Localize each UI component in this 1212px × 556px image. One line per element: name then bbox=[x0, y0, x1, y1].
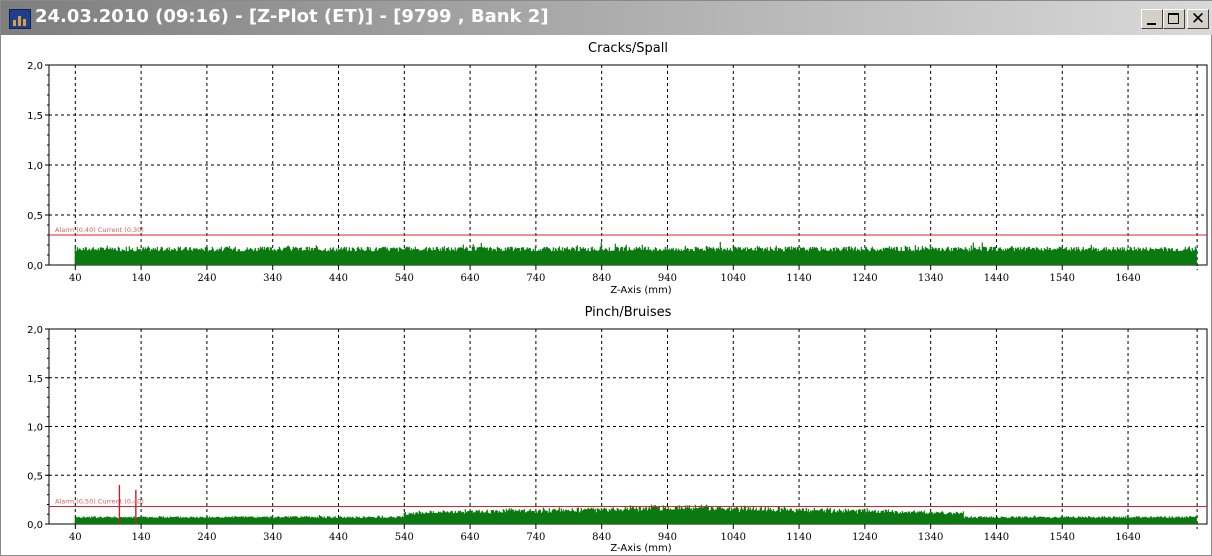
x-tick-label: 840 bbox=[592, 532, 611, 543]
data-series bbox=[74, 242, 1197, 265]
x-tick-label: 340 bbox=[263, 273, 282, 284]
chart-2: Pinch/Bruises 0,0 0,5 1,0 1,5 2,0 40 140 240 340 4… bbox=[27, 305, 1208, 554]
x-tick-label: 1240 bbox=[852, 273, 877, 284]
window-title: 24.03.2010 (09:16) - [Z-Plot (ET)] - [97… bbox=[35, 6, 549, 27]
y-tick-label: 0,0 bbox=[27, 520, 43, 531]
chart-title: Pinch/Bruises bbox=[585, 305, 672, 320]
x-tick-label: 640 bbox=[461, 273, 480, 284]
x-tick-label: 1640 bbox=[1115, 532, 1140, 543]
x-tick-label: 140 bbox=[132, 532, 151, 543]
maximize-icon bbox=[1168, 13, 1179, 24]
x-tick-label: 1040 bbox=[721, 532, 746, 543]
chart-title: Cracks/Spall bbox=[588, 41, 668, 56]
x-tick-label: 1040 bbox=[721, 273, 746, 284]
y-tick-label: 2,0 bbox=[27, 325, 43, 336]
minimize-icon bbox=[1147, 23, 1156, 25]
x-axis-label: Z-Axis (mm) bbox=[610, 543, 671, 554]
x-tick-label: 940 bbox=[658, 532, 677, 543]
x-tick-label: 340 bbox=[263, 532, 282, 543]
x-tick-label: 540 bbox=[395, 273, 414, 284]
close-icon: ✕ bbox=[1190, 9, 1206, 29]
maximize-button[interactable] bbox=[1163, 9, 1185, 29]
x-tick-label: 440 bbox=[329, 273, 348, 284]
y-tick-label: 1,0 bbox=[27, 423, 43, 434]
chart-app-icon[interactable] bbox=[9, 9, 31, 29]
x-tick-label: 1640 bbox=[1115, 273, 1140, 284]
plots-area: Cracks/Spall 0,0 0,5 1,0 1,5 2,0 40 140 240 340 44… bbox=[27, 41, 1208, 554]
x-tick-label: 740 bbox=[526, 532, 545, 543]
y-tick-label: 2,0 bbox=[27, 61, 43, 72]
y-tick-label: 0,5 bbox=[27, 211, 43, 222]
y-tick-label: 0,5 bbox=[27, 471, 43, 482]
data-series bbox=[74, 504, 1197, 524]
title-bar[interactable]: 24.03.2010 (09:16) - [Z-Plot (ET)] - [97… bbox=[1, 1, 1212, 35]
x-tick-label: 40 bbox=[69, 273, 82, 284]
x-tick-label: 240 bbox=[197, 532, 216, 543]
y-tick-label: 1,5 bbox=[27, 111, 43, 122]
chart-1: Cracks/Spall 0,0 0,5 1,0 1,5 2,0 40 140 240 340 44… bbox=[27, 41, 1208, 296]
x-tick-label: 540 bbox=[395, 532, 414, 543]
x-tick-label: 1540 bbox=[1050, 273, 1075, 284]
x-tick-label: 1440 bbox=[984, 273, 1009, 284]
alarm-label: Alarm (0,40) Current (0,30) bbox=[55, 226, 144, 234]
x-tick-label: 840 bbox=[592, 273, 611, 284]
x-tick-label: 1540 bbox=[1050, 532, 1075, 543]
x-tick-label: 1440 bbox=[984, 532, 1009, 543]
x-tick-label: 740 bbox=[526, 273, 545, 284]
x-tick-label: 240 bbox=[197, 273, 216, 284]
alarm-label: Alarm (0,50) Current (0,40) bbox=[55, 497, 144, 505]
minimize-button[interactable] bbox=[1141, 9, 1163, 29]
x-tick-label: 40 bbox=[69, 532, 82, 543]
x-tick-label: 1340 bbox=[918, 273, 943, 284]
y-tick-label: 1,5 bbox=[27, 374, 43, 385]
x-tick-label: 140 bbox=[132, 273, 151, 284]
x-axis-label: Z-Axis (mm) bbox=[610, 285, 671, 296]
x-tick-label: 640 bbox=[461, 532, 480, 543]
x-tick-label: 440 bbox=[329, 532, 348, 543]
close-button[interactable]: ✕ bbox=[1187, 9, 1209, 29]
x-tick-label: 1140 bbox=[786, 532, 811, 543]
y-tick-label: 1,0 bbox=[27, 161, 43, 172]
x-tick-label: 940 bbox=[658, 273, 677, 284]
x-tick-label: 1140 bbox=[786, 273, 811, 284]
x-tick-label: 1340 bbox=[918, 532, 943, 543]
y-tick-label: 0,0 bbox=[27, 261, 43, 272]
x-tick-label: 1240 bbox=[852, 532, 877, 543]
